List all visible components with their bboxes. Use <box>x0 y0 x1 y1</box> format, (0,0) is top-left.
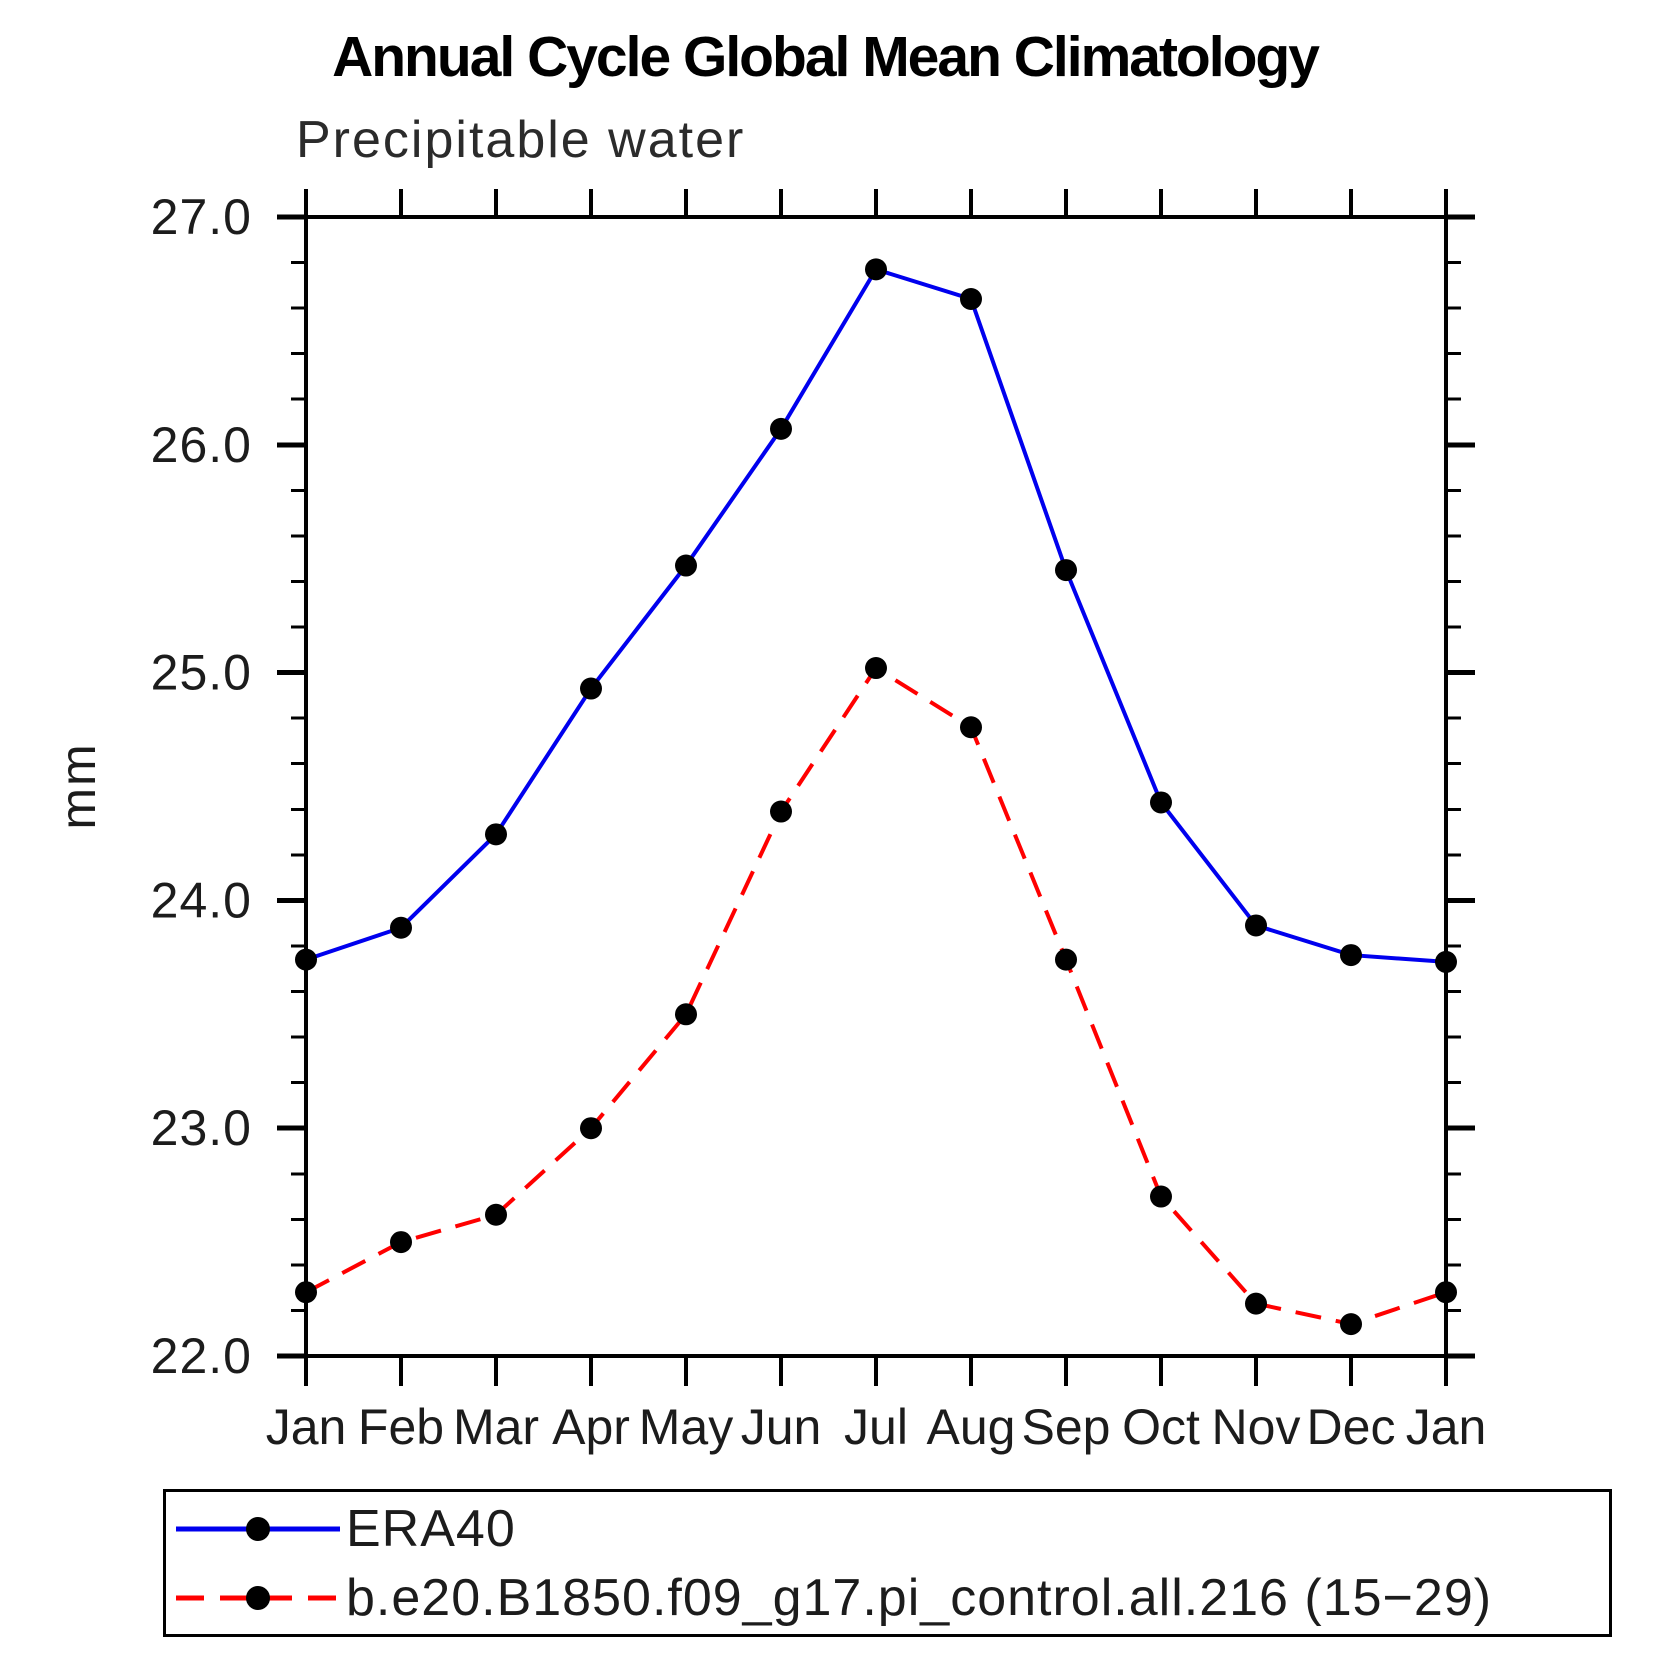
month-label: Dec <box>1307 1399 1396 1455</box>
month-label: Mar <box>453 1399 539 1455</box>
data-point <box>390 1231 412 1254</box>
data-point <box>1150 1185 1172 1208</box>
legend-label-model: b.e20.B1850.f09_g17.pi_control.all.216 (… <box>346 1568 1493 1627</box>
data-point <box>865 258 887 281</box>
data-point <box>1150 791 1172 814</box>
data-point <box>295 948 317 971</box>
data-point <box>580 677 602 700</box>
month-label: May <box>639 1399 733 1455</box>
y-axis-ticks <box>277 214 1475 1359</box>
y-tick-label: 24.0 <box>151 872 252 928</box>
y-tick-label: 22.0 <box>151 1328 252 1384</box>
x-axis-labels: Jan Feb Mar Apr May Jun Jul Aug Sep Oct Nov Dec Jan <box>266 1399 1487 1455</box>
data-point <box>295 1281 317 1304</box>
y-tick-label: 26.0 <box>151 417 252 473</box>
month-label: Oct <box>1122 1399 1200 1455</box>
data-point <box>1435 1281 1457 1304</box>
plot-frame <box>304 215 1448 1358</box>
month-label: Apr <box>552 1399 630 1455</box>
data-point <box>1435 950 1457 973</box>
y-tick-label: 23.0 <box>151 1100 252 1156</box>
model-series <box>295 657 1457 1336</box>
era40-series <box>295 258 1457 973</box>
data-point <box>1055 948 1077 971</box>
y-tick-label: 25.0 <box>151 645 252 701</box>
chart-subtitle: Precipitable water <box>296 111 746 169</box>
model-series-line <box>305 665 1447 1327</box>
month-label: Nov <box>1212 1399 1301 1455</box>
model-line-sample-icon <box>176 1585 340 1610</box>
data-point <box>580 1117 602 1140</box>
page-title: Annual Cycle Global Mean Climatology <box>332 25 1320 89</box>
legend-item-model: b.e20.B1850.f09_g17.pi_control.all.216 (… <box>166 1566 1609 1630</box>
month-label: Jan <box>266 1399 347 1455</box>
data-point <box>1245 1292 1267 1315</box>
data-point <box>960 716 982 739</box>
data-point <box>675 554 697 577</box>
y-tick-label: 27.0 <box>151 189 252 245</box>
month-label: Jul <box>844 1399 908 1455</box>
y-axis-labels: 27.0 26.0 25.0 24.0 23.0 22.0 <box>151 189 252 1384</box>
data-point <box>675 1003 697 1026</box>
legend-item-era40: ERA40 <box>166 1497 1609 1561</box>
month-label: Jun <box>741 1399 822 1455</box>
data-point <box>485 1203 507 1226</box>
data-point <box>1055 559 1077 582</box>
data-point <box>865 657 887 680</box>
era40-series-line <box>305 267 1447 964</box>
legend-label-era40: ERA40 <box>346 1499 516 1558</box>
data-point <box>1340 944 1362 967</box>
data-point <box>485 823 507 846</box>
month-label: Aug <box>927 1399 1016 1455</box>
data-point <box>960 288 982 311</box>
era40-line-sample-icon <box>176 1516 340 1541</box>
month-label: Feb <box>358 1399 444 1455</box>
x-axis-ticks <box>304 189 1448 1386</box>
data-point <box>770 800 792 823</box>
data-point <box>390 916 412 939</box>
data-point <box>770 417 792 440</box>
month-label: Sep <box>1022 1399 1111 1455</box>
month-label: Jan <box>1406 1399 1487 1455</box>
data-point <box>1245 914 1267 937</box>
data-point <box>1340 1313 1362 1336</box>
legend: ERA40 b.e20.B1850.f09_g17.pi_control.all… <box>163 1489 1612 1637</box>
y-axis-title: mm <box>50 742 106 829</box>
